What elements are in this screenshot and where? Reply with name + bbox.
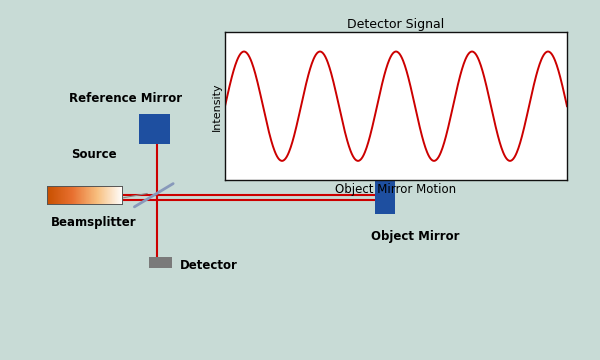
- Text: Detector: Detector: [180, 259, 238, 272]
- X-axis label: Object Mirror Motion: Object Mirror Motion: [335, 183, 457, 196]
- Bar: [375, 181, 395, 214]
- Title: Detector Signal: Detector Signal: [347, 18, 445, 31]
- Bar: [149, 257, 172, 268]
- Text: Source: Source: [71, 148, 116, 161]
- Text: Object Mirror: Object Mirror: [371, 230, 460, 243]
- Text: Beamsplitter: Beamsplitter: [51, 216, 137, 229]
- Bar: [139, 114, 170, 144]
- Y-axis label: Intensity: Intensity: [212, 82, 222, 131]
- Text: Reference Mirror: Reference Mirror: [69, 93, 182, 105]
